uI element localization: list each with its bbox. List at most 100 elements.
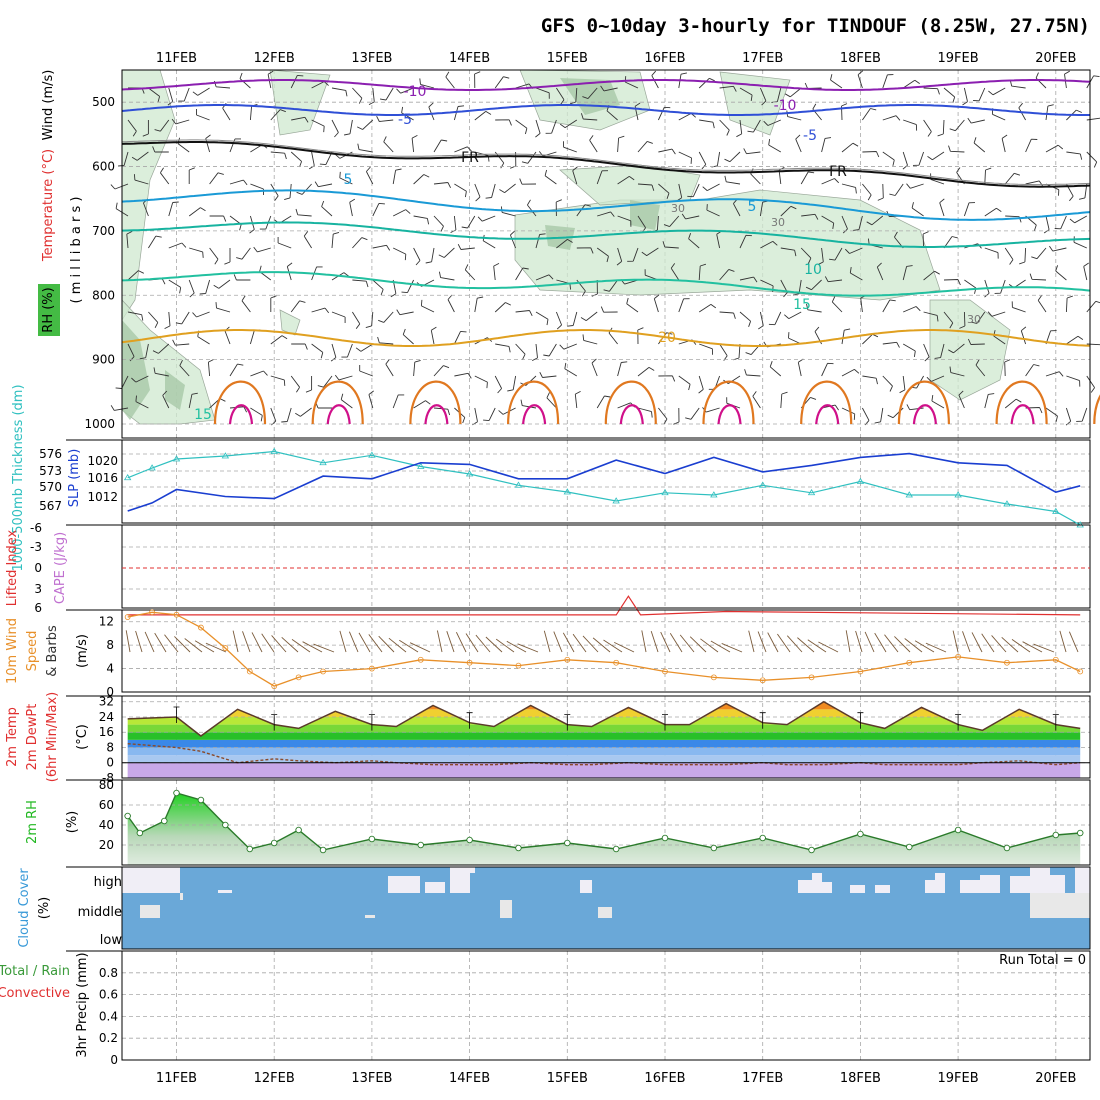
wind-barb: [987, 311, 1006, 317]
cloud-level-low: low: [100, 933, 123, 948]
wind-barb: [800, 171, 815, 185]
wind-barb: [474, 183, 481, 202]
wind-barb: [303, 231, 312, 249]
wind-speed-series-point: [906, 659, 913, 666]
wind-barb: [889, 183, 904, 196]
wind-barb: [305, 376, 313, 393]
wind-barb: [699, 343, 713, 355]
wind-barb: [866, 215, 884, 226]
thickness-series-point: [514, 481, 523, 488]
rh-point: [136, 829, 144, 837]
wind-barb: [1031, 247, 1047, 260]
wind-barb: [784, 87, 802, 98]
temp-band: [127, 724, 1081, 733]
wind-barb: [651, 70, 659, 89]
contour-label: 15: [194, 407, 212, 423]
wind-barb: [1025, 180, 1043, 187]
cloud-gap: [822, 882, 832, 893]
contour-plus15: [121, 271, 1091, 297]
wind-barb: [576, 247, 594, 254]
wind-barb: [806, 303, 822, 313]
wind-barb: [495, 119, 512, 126]
wind-barb: [474, 375, 488, 389]
wind-barb: [862, 407, 870, 426]
wind-barb: [750, 168, 761, 185]
wind-barb: [768, 311, 782, 326]
surface-wind-barb: [572, 633, 587, 653]
surface-wind-barb: [446, 631, 455, 653]
wind-barb: [882, 74, 894, 89]
wind-barb: [330, 343, 337, 362]
wind-barb: [637, 327, 644, 345]
surface-wind-barb: [495, 638, 515, 653]
wind-barb: [315, 402, 332, 409]
wind-barb: [882, 115, 901, 121]
surface-wind-barb: [358, 632, 371, 653]
wind-barb: [148, 87, 161, 103]
cloud-gap: [1030, 893, 1090, 918]
wind-barb: [1083, 262, 1089, 281]
contour-freezing-shadow: [121, 139, 1091, 186]
wind-barb: [1037, 295, 1047, 313]
wind-barb: [784, 311, 802, 319]
wind-barb: [127, 311, 144, 321]
surface-wind-barb: [669, 633, 683, 653]
wind-barb: [862, 108, 877, 121]
minmax-marker: [662, 714, 668, 731]
date-label-top: 13FEB: [351, 51, 392, 66]
wind-barb: [115, 375, 129, 389]
wind-barb: [576, 279, 586, 297]
contour-label: 15: [793, 297, 811, 313]
wind-barb: [949, 119, 965, 132]
wind-barb: [739, 276, 758, 283]
thickness-series-point: [221, 452, 230, 459]
thickness-tick: 570: [39, 480, 62, 494]
surface-wind-barb: [164, 634, 179, 653]
wind-barb: [224, 248, 231, 265]
wind-barb: [385, 359, 394, 377]
wind-barb: [154, 119, 170, 132]
wind-barb: [739, 87, 753, 101]
thickness-series-point: [710, 491, 718, 498]
wind-barb: [678, 298, 690, 313]
wind-barb: [821, 178, 840, 185]
wind-barb: [189, 247, 204, 258]
date-label-bottom: 12FEB: [254, 1071, 295, 1086]
surface-wind-barb: [797, 637, 815, 653]
surface-wind-barb: [436, 630, 443, 653]
wind-barb: [600, 306, 618, 313]
wind-barb: [658, 407, 668, 425]
wind-barb: [392, 168, 402, 185]
rh-point: [808, 846, 815, 854]
thickness-series-point: [563, 488, 572, 495]
wind-barb: [148, 235, 162, 249]
wind-barb: [984, 247, 999, 259]
wind-speed-series-point: [295, 674, 302, 681]
temp-panel-frame: [121, 695, 1091, 779]
rh-point: [466, 836, 473, 844]
surface-wind-barb: [884, 634, 899, 653]
wind-barb: [498, 407, 516, 415]
wind-barb: [685, 407, 700, 420]
wind-barb: [673, 407, 680, 425]
wind-barb: [267, 70, 274, 89]
wind-speed-series-point: [124, 614, 131, 620]
wind-speed-series-point: [271, 683, 278, 690]
contour-plus25: [507, 380, 560, 425]
wind-barb: [334, 374, 353, 381]
wind-barb: [1066, 375, 1081, 387]
rh-shade-dark: [630, 200, 660, 230]
contour-label: 5: [748, 199, 757, 215]
wind-barb: [311, 119, 325, 133]
wind-barb: [780, 247, 797, 257]
rh-point: [906, 843, 913, 851]
wind-barb: [949, 366, 965, 377]
wind-barb: [295, 407, 312, 417]
wind-barb: [1065, 407, 1072, 426]
wind-barb: [967, 117, 985, 124]
wind-barb: [569, 87, 578, 105]
wind-barb: [657, 106, 671, 121]
rh-point: [124, 812, 131, 820]
surface-wind-barb: [991, 635, 1007, 653]
rh-point: [417, 841, 425, 849]
